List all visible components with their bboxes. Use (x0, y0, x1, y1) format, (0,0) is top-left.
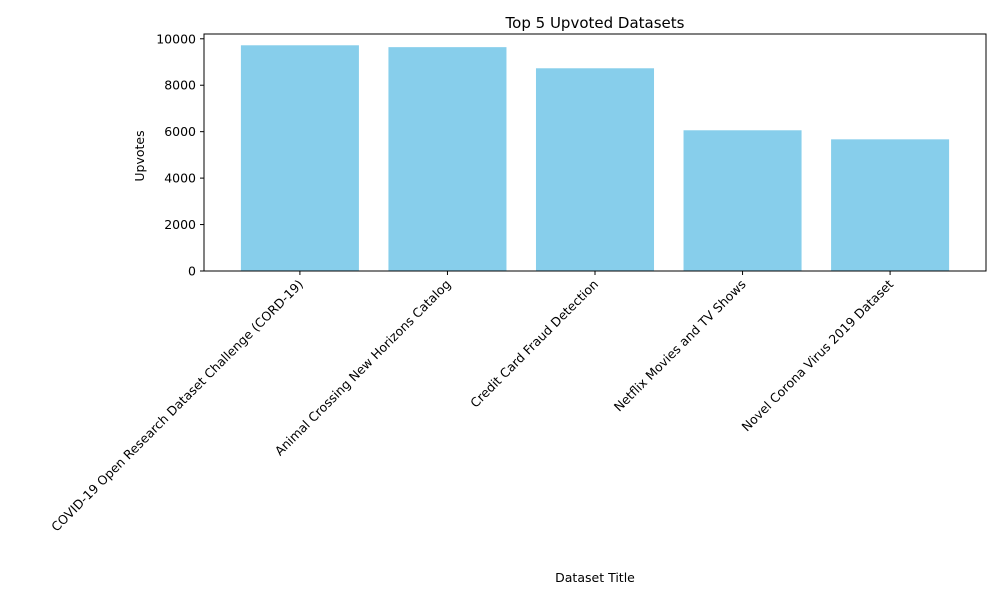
x-tick-label: Novel Corona Virus 2019 Dataset (739, 276, 897, 434)
y-tick-label: 6000 (164, 124, 196, 139)
x-axis-ticks: COVID-19 Open Research Dataset Challenge… (48, 271, 896, 534)
bar-4 (683, 130, 802, 271)
x-tick-label: Netflix Movies and TV Shows (611, 277, 749, 415)
bar-2 (388, 47, 507, 271)
y-tick-label: 10000 (156, 31, 196, 46)
bars-layer (240, 45, 950, 272)
bar-3 (535, 68, 655, 271)
x-tick-label: COVID-19 Open Research Dataset Challenge… (48, 277, 306, 535)
x-tick-label: Credit Card Fraud Detection (467, 277, 601, 411)
y-tick-label: 8000 (164, 78, 196, 93)
x-tick-label: Animal Crossing New Horizons Catalog (272, 277, 454, 459)
bar-5 (831, 139, 950, 271)
y-axis-label: Upvotes (132, 130, 147, 181)
x-axis-label: Dataset Title (555, 570, 635, 585)
y-tick-label: 4000 (164, 171, 196, 186)
y-tick-label: 0 (188, 264, 196, 279)
y-axis-ticks: 0 2000 4000 6000 8000 10000 (156, 31, 204, 279)
y-tick-label: 2000 (164, 217, 196, 232)
chart-title: Top 5 Upvoted Datasets (505, 14, 685, 32)
bar-1 (240, 45, 359, 272)
